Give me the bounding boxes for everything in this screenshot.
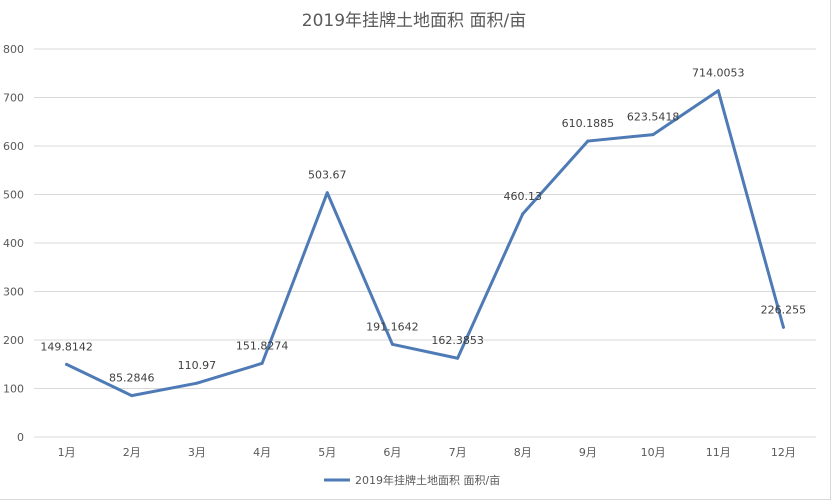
data-label: 714.0053 (692, 67, 745, 80)
data-point (651, 133, 655, 137)
x-tick-label: 10月 (641, 446, 666, 459)
legend-label: 2019年挂牌土地面积 面积/亩 (355, 473, 500, 487)
series-layer (65, 89, 785, 398)
x-axis-ticks: 1月 2月 3月 4月 5月 6月 7月 8月 9月 10月 11月 12月 (58, 446, 796, 459)
data-point (586, 139, 590, 143)
x-tick-label: 4月 (253, 446, 271, 459)
data-point (716, 89, 720, 93)
data-label: 610.1885 (562, 117, 615, 130)
x-tick-label: 2月 (123, 446, 141, 459)
data-label: 226.255 (761, 303, 807, 316)
x-tick-label: 7月 (449, 446, 467, 459)
y-axis-ticks: 0 100 200 300 400 500 600 700 800 (3, 43, 24, 444)
x-tick-label: 5月 (318, 446, 336, 459)
x-tick-label: 9月 (579, 446, 597, 459)
chart-title: 2019年挂牌土地面积 面积/亩 (302, 11, 526, 31)
y-tick-label: 100 (3, 383, 24, 396)
data-label: 460.13 (504, 190, 543, 203)
data-label: 85.2846 (109, 372, 155, 385)
data-point (390, 342, 394, 346)
y-tick-label: 200 (3, 334, 24, 347)
y-tick-label: 500 (3, 189, 24, 202)
data-point (781, 325, 785, 329)
y-tick-label: 700 (3, 92, 24, 105)
x-tick-label: 12月 (771, 446, 796, 459)
data-label: 191.1642 (366, 320, 419, 333)
data-point (521, 212, 525, 216)
y-tick-label: 800 (3, 43, 24, 56)
x-tick-label: 1月 (58, 446, 76, 459)
data-label: 503.67 (308, 169, 347, 182)
data-point (325, 191, 329, 195)
data-label: 151.8274 (236, 339, 289, 352)
data-label: 623.5418 (627, 111, 680, 124)
y-tick-label: 0 (17, 431, 24, 444)
data-label: 162.3853 (431, 334, 484, 347)
x-tick-label: 3月 (188, 446, 206, 459)
data-point (456, 356, 460, 360)
x-tick-label: 11月 (706, 446, 731, 459)
data-labels: 149.8142 85.2846 110.97 151.8274 503.67 191.1… (40, 67, 806, 385)
x-tick-label: 8月 (514, 446, 532, 459)
x-tick-label: 6月 (383, 446, 401, 459)
data-label: 149.8142 (40, 340, 93, 353)
series-line (65, 89, 785, 398)
data-point (65, 362, 69, 366)
data-point (130, 394, 134, 398)
y-tick-label: 600 (3, 140, 24, 153)
y-tick-label: 400 (3, 237, 24, 250)
legend: 2019年挂牌土地面积 面积/亩 (324, 473, 500, 487)
data-point (260, 361, 264, 365)
y-tick-label: 300 (3, 286, 24, 299)
data-point (195, 381, 199, 385)
data-label: 110.97 (178, 359, 217, 372)
